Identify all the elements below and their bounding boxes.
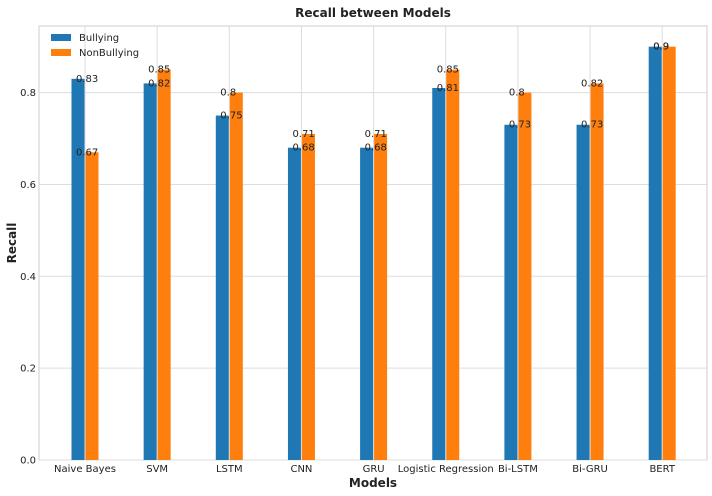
- bar-nonbullying: [518, 92, 532, 460]
- data-label: 0.9: [653, 42, 669, 53]
- data-label: 0.71: [365, 129, 387, 140]
- y-tick-label: 0.0: [20, 456, 36, 467]
- bar-bullying: [504, 124, 518, 461]
- bar-bullying: [576, 124, 590, 461]
- legend-swatch: [51, 34, 71, 41]
- x-axis-label: Models: [349, 476, 397, 490]
- bar-bullying: [71, 78, 85, 460]
- data-labels: 0.83 0.67 0.82 0.85 0.75 0.8 0.68 0.71 0.68 0.71 0…: [76, 42, 669, 159]
- x-tick-label: BERT: [649, 464, 675, 475]
- legend-swatch: [51, 49, 71, 56]
- data-label: 0.9: [653, 42, 669, 53]
- bar-nonbullying: [374, 133, 388, 461]
- legend-label: NonBullying: [79, 48, 139, 59]
- data-label: 0.8: [509, 88, 525, 99]
- chart-title: Recall between Models: [295, 6, 451, 20]
- data-label: 0.68: [365, 143, 387, 154]
- x-tick-label: SVM: [146, 464, 168, 475]
- x-tick-label: CNN: [290, 464, 312, 475]
- data-label: 0.75: [220, 111, 242, 122]
- bars: [71, 46, 676, 461]
- bar-nonbullying: [590, 83, 604, 460]
- data-label: 0.73: [509, 120, 531, 131]
- data-label: 0.81: [437, 83, 459, 94]
- x-tick-label: Naive Bayes: [54, 464, 116, 475]
- bar-bullying: [432, 88, 446, 460]
- bar-bullying: [143, 83, 157, 460]
- bar-nonbullying: [662, 46, 676, 461]
- bar-nonbullying: [301, 133, 315, 461]
- y-tick-label: 0.4: [20, 272, 36, 283]
- bar-nonbullying: [157, 69, 171, 460]
- x-tick-label: Logistic Regression: [398, 464, 494, 475]
- bar-bullying: [215, 115, 229, 461]
- y-axis-label: Recall: [5, 223, 19, 264]
- bar-bullying: [648, 46, 662, 461]
- x-tick-label: Bi-LSTM: [498, 464, 538, 475]
- x-axis-ticks: Naive Bayes SVM LSTM CNN GRU Logistic Regress…: [54, 464, 676, 475]
- bar-bullying: [360, 147, 374, 460]
- data-label: 0.82: [148, 78, 170, 89]
- bar-nonbullying: [229, 92, 243, 460]
- x-tick-label: Bi-GRU: [572, 464, 608, 475]
- legend: Bullying NonBullying: [51, 33, 139, 59]
- bar-nonbullying: [446, 69, 460, 460]
- data-label: 0.71: [292, 129, 314, 140]
- y-axis-ticks: 0.0 0.2 0.4 0.6 0.8: [20, 88, 36, 466]
- data-label: 0.67: [76, 147, 98, 158]
- y-tick-label: 0.6: [20, 180, 36, 191]
- x-tick-label: LSTM: [216, 464, 243, 475]
- y-tick-label: 0.2: [20, 364, 36, 375]
- data-label: 0.85: [148, 65, 170, 76]
- data-label: 0.73: [581, 120, 603, 131]
- legend-label: Bullying: [79, 33, 119, 44]
- data-label: 0.83: [76, 74, 98, 85]
- bar-bullying: [287, 147, 301, 460]
- data-label: 0.68: [292, 143, 314, 154]
- data-label: 0.85: [437, 65, 459, 76]
- data-label: 0.82: [581, 78, 603, 89]
- data-label: 0.8: [220, 88, 236, 99]
- x-tick-label: GRU: [363, 464, 385, 475]
- y-tick-label: 0.8: [20, 88, 36, 99]
- bar-nonbullying: [85, 152, 99, 460]
